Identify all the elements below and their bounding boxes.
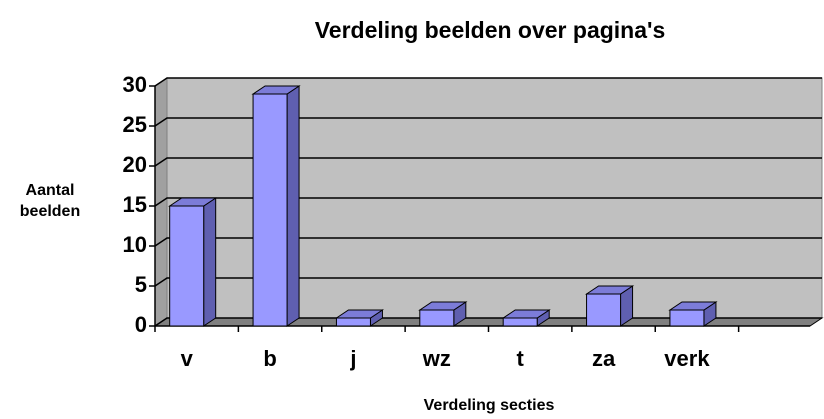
grid-line [154,117,822,127]
grid-line [154,237,822,247]
bar-front [502,317,538,327]
y-axis-label: Aantal beelden [19,182,81,220]
bar [668,301,718,327]
x-tick-label: verk [664,346,710,371]
x-tick-label: t [517,346,525,371]
bar [251,85,301,327]
bar-front [252,93,288,327]
bar [418,301,468,327]
bar-front [586,293,622,327]
y-tick-label: 20 [123,152,147,177]
y-tick-label: 15 [123,192,147,217]
bar-side [286,85,300,327]
grid-line [154,77,822,87]
grid-line [154,197,822,207]
x-tick-label: b [263,346,276,371]
bar-front [669,309,705,327]
bar [584,285,635,327]
y-tick-label: 5 [135,272,147,297]
y-tick-label: 0 [135,312,147,337]
bar-front [169,205,205,327]
bar-front [419,309,455,327]
bar-front [335,317,371,327]
bar [501,309,551,327]
chart-title: Verdeling beelden over pagina's [315,17,666,43]
grid-line [154,157,822,167]
x-axis-label: Verdeling secties [424,397,555,414]
bar-side [203,197,217,327]
grid-line [154,277,822,287]
x-tick-label: v [181,346,194,371]
x-tick-label: wz [422,346,451,371]
y-tick-label: 10 [123,232,147,257]
bar [168,197,218,327]
x-tick-label: j [349,346,356,371]
x-tick-label: za [592,346,616,371]
y-tick-label: 30 [123,72,147,97]
y-tick-label: 25 [123,112,147,137]
bar [334,309,385,327]
